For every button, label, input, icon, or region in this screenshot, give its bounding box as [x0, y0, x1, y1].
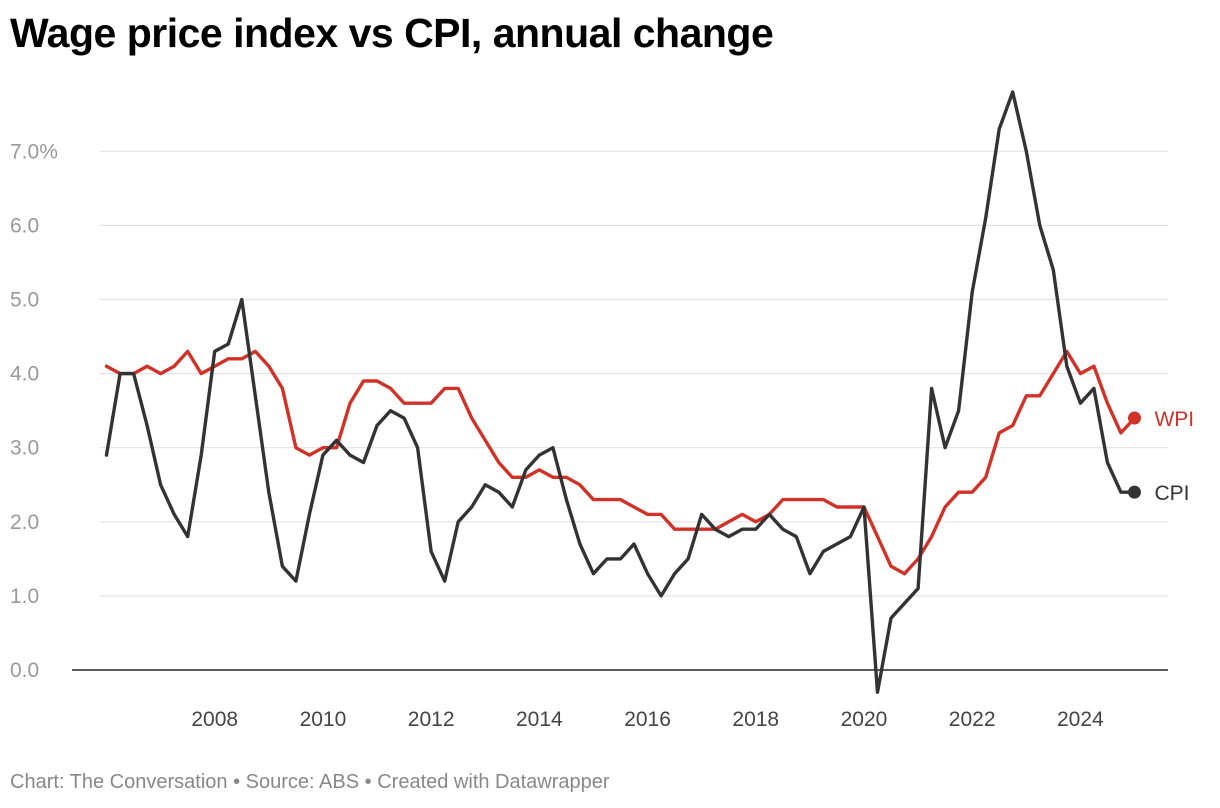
x-tick-label: 2022 — [949, 708, 996, 731]
x-tick-label: 2016 — [624, 708, 671, 731]
y-tick-label: 6.0 — [10, 214, 39, 237]
series-labels: WPI CPI — [1154, 408, 1194, 505]
footer-credit: Chart: The Conversation — [10, 771, 228, 793]
x-tick-label: 2014 — [516, 708, 563, 731]
x-tick-label: 2020 — [841, 708, 888, 731]
y-tick-label: 4.0 — [10, 363, 39, 386]
x-tick-label: 2012 — [408, 708, 455, 731]
gridlines — [72, 150, 1168, 671]
chart-footer: Chart: The Conversation • Source: ABS • … — [10, 771, 610, 794]
footer-separator: • — [233, 771, 241, 793]
series-label-wpi: WPI — [1154, 408, 1194, 431]
x-axis-ticks: 2008 2010 2012 2014 2016 2018 2020 2022 2024 — [191, 708, 1104, 731]
footer-separator: • — [364, 771, 372, 793]
y-tick-label: 3.0 — [10, 437, 39, 460]
footer-made-with: Created with Datawrapper — [377, 771, 610, 793]
series-line-cpi — [104, 90, 1137, 694]
y-tick-label: 1.0 — [10, 585, 39, 608]
chart-title: Wage price index vs CPI, annual change — [10, 10, 774, 56]
x-tick-label: 2018 — [732, 708, 779, 731]
series-end-dot-cpi — [1127, 485, 1141, 499]
y-tick-label: 0.0 — [10, 659, 39, 682]
x-tick-label: 2024 — [1057, 708, 1104, 731]
y-tick-label: 7.0% — [10, 140, 58, 163]
y-axis-ticks: 0.0 1.0 2.0 3.0 4.0 5.0 6.0 7.0% — [10, 140, 58, 682]
footer-source: Source: ABS — [245, 771, 360, 793]
x-tick-label: 2008 — [191, 708, 238, 731]
series-end-dot-wpi — [1127, 411, 1141, 425]
x-tick-label: 2010 — [300, 708, 347, 731]
series-label-cpi: CPI — [1154, 482, 1189, 505]
series-line-wpi — [104, 349, 1137, 576]
series-lines — [104, 90, 1141, 694]
y-tick-label: 5.0 — [10, 289, 39, 312]
y-tick-label: 2.0 — [10, 511, 39, 534]
